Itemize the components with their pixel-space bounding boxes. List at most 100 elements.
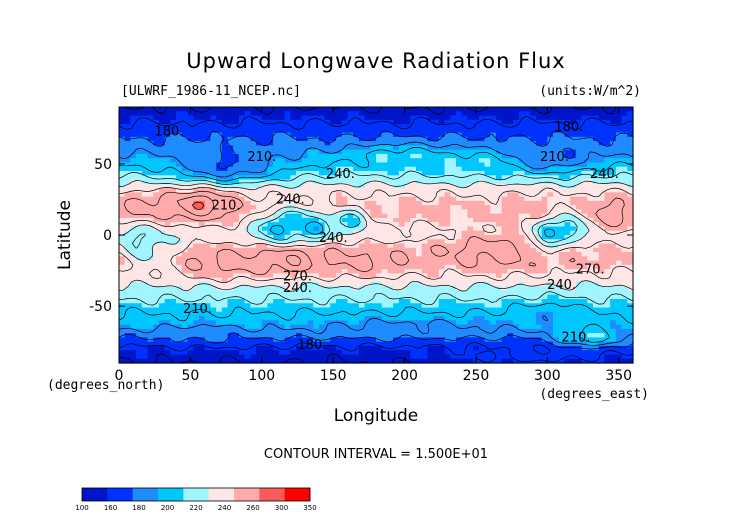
heatmap-cell <box>227 252 234 257</box>
heatmap-cell <box>627 230 634 236</box>
heatmap-cell <box>490 328 497 334</box>
heatmap-cell <box>153 243 160 249</box>
heatmap-cell <box>204 141 211 146</box>
heatmap-cell <box>164 307 171 313</box>
heatmap-cell <box>627 316 634 321</box>
heatmap-cell <box>553 299 560 304</box>
heatmap-cell <box>250 222 257 228</box>
heatmap-cell <box>387 132 394 138</box>
heatmap-cell <box>444 192 451 198</box>
heatmap-cell <box>370 226 377 232</box>
heatmap-cell <box>170 119 177 125</box>
heatmap-cell <box>210 324 217 330</box>
heatmap-cell <box>393 286 400 292</box>
heatmap-cell <box>250 107 257 112</box>
heatmap-cell <box>610 337 617 343</box>
heatmap-cell <box>119 209 126 215</box>
heatmap-cell <box>627 337 634 343</box>
heatmap-cell <box>593 107 600 112</box>
heatmap-cell <box>278 136 286 142</box>
heatmap-cell <box>615 115 623 121</box>
heatmap-cell <box>273 136 280 142</box>
heatmap-cell <box>427 320 434 326</box>
heatmap-cell <box>570 260 577 266</box>
heatmap-cell <box>193 107 200 112</box>
heatmap-cell <box>261 328 269 334</box>
heatmap-cell <box>136 196 143 202</box>
heatmap-cell <box>461 294 468 300</box>
heatmap-cell <box>233 209 240 215</box>
heatmap-cell <box>398 239 406 245</box>
heatmap-cell <box>627 213 634 219</box>
heatmap-cell <box>318 235 326 240</box>
heatmap-cell <box>541 324 548 330</box>
heatmap-cell <box>273 333 280 338</box>
heatmap-cell <box>364 277 371 283</box>
heatmap-cell <box>170 273 177 279</box>
heatmap-cell <box>530 273 537 279</box>
heatmap-cell <box>410 235 417 240</box>
heatmap-cell <box>130 290 137 296</box>
heatmap-cell <box>153 256 160 262</box>
heatmap-cell <box>415 277 423 283</box>
heatmap-cell <box>164 303 171 309</box>
heatmap-cell <box>198 311 206 317</box>
heatmap-cell <box>421 273 428 279</box>
heatmap-cell <box>170 128 177 134</box>
heatmap-cell <box>353 166 360 172</box>
heatmap-cell <box>575 213 583 219</box>
heatmap-cell <box>198 188 206 193</box>
heatmap-cell <box>467 277 474 283</box>
heatmap-cell <box>467 175 474 181</box>
heatmap-cell <box>153 333 160 338</box>
heatmap-cell <box>119 256 126 262</box>
heatmap-cell <box>444 256 451 262</box>
heatmap-cell <box>381 192 389 198</box>
heatmap-cell <box>393 171 400 176</box>
heatmap-cell <box>398 337 406 343</box>
heatmap-cell <box>370 188 377 193</box>
heatmap-cell <box>227 303 234 309</box>
heatmap-cell <box>376 188 383 193</box>
heatmap-cell <box>547 124 554 129</box>
heatmap-cell <box>221 183 229 189</box>
heatmap-cell <box>347 333 354 338</box>
heatmap-cell <box>244 311 251 317</box>
heatmap-cell <box>318 192 326 198</box>
heatmap-cell <box>296 171 303 176</box>
heatmap-cell <box>273 307 280 313</box>
heatmap-cell <box>193 299 200 304</box>
heatmap-cell <box>507 171 514 176</box>
heatmap-cell <box>467 264 474 270</box>
heatmap-cell <box>318 145 326 151</box>
heatmap-cell <box>484 183 491 189</box>
heatmap-cell <box>136 136 143 142</box>
heatmap-cell <box>615 175 623 181</box>
heatmap-cell <box>193 239 200 245</box>
heatmap-cell <box>147 222 154 228</box>
heatmap-cell <box>433 119 440 125</box>
heatmap-cell <box>227 213 234 219</box>
heatmap-cell <box>204 307 211 313</box>
heatmap-cell <box>495 205 503 210</box>
heatmap-cell <box>587 200 594 206</box>
heatmap-cell <box>598 115 606 121</box>
heatmap-cell <box>227 273 234 279</box>
heatmap-cell <box>164 107 171 112</box>
heatmap-cell <box>478 320 486 326</box>
heatmap-cell <box>507 269 514 274</box>
heatmap-cell <box>187 235 194 240</box>
heatmap-cell <box>621 158 628 164</box>
heatmap-cell <box>490 119 497 125</box>
heatmap-cell <box>387 153 394 159</box>
heatmap-cell <box>358 192 366 198</box>
heatmap-cell <box>467 217 474 223</box>
heatmap-cell <box>558 175 566 181</box>
heatmap-cell <box>410 217 417 223</box>
heatmap-cell <box>524 252 531 257</box>
heatmap-cell <box>381 286 389 292</box>
heatmap-cell <box>164 162 171 168</box>
heatmap-cell <box>250 320 257 326</box>
heatmap-cell <box>467 141 474 146</box>
heatmap-cell <box>444 217 451 223</box>
